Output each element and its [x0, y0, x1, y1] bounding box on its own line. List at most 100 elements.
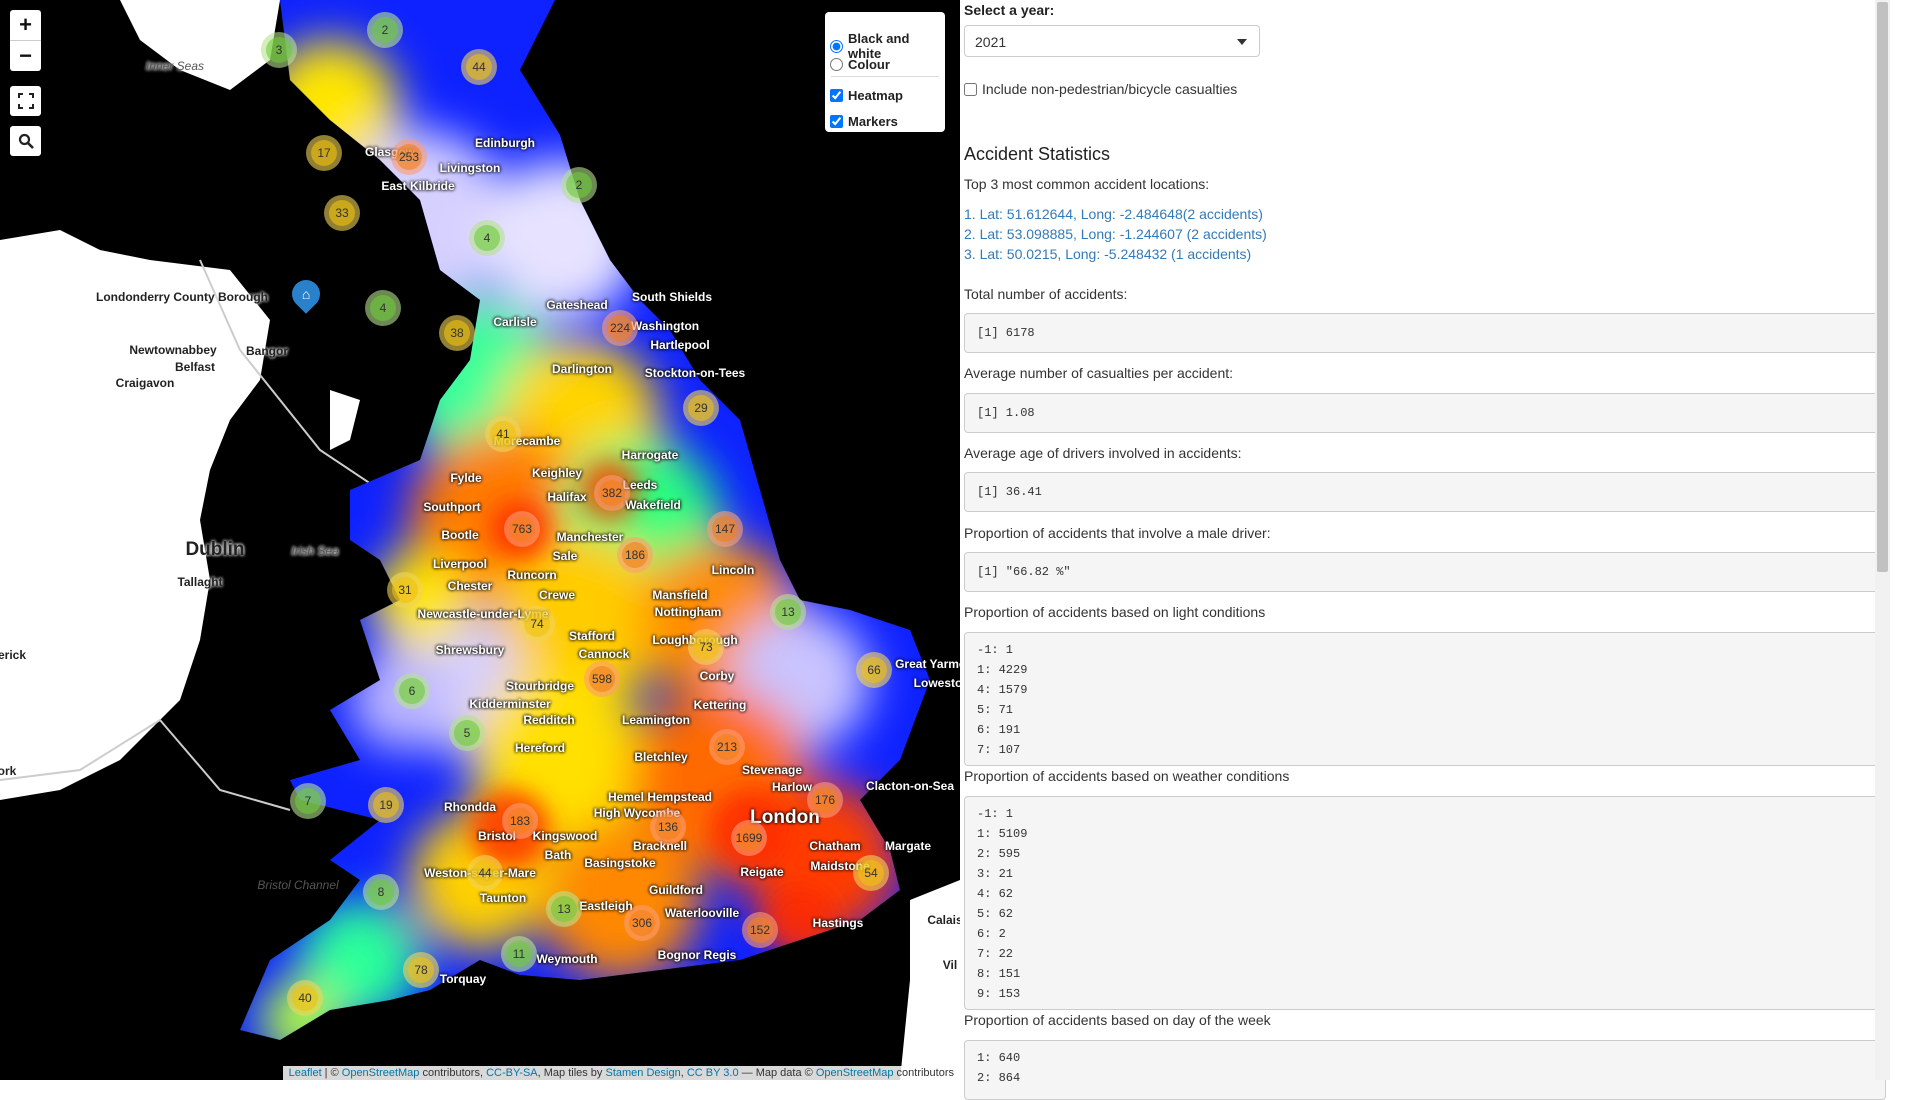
cluster-marker[interactable]: 763 [504, 511, 540, 547]
place-label: Wakefield [625, 498, 681, 512]
cluster-marker[interactable]: 8 [363, 874, 399, 910]
cluster-count: 6 [399, 678, 425, 704]
leaflet-link[interactable]: Leaflet [288, 1067, 322, 1079]
place-label: Fylde [450, 471, 482, 485]
markers-option[interactable]: Markers [830, 114, 898, 129]
cluster-marker[interactable]: 306 [624, 905, 660, 941]
top-location-link[interactable]: 1. Lat: 51.612644, Long: -2.484648(2 acc… [964, 206, 1263, 222]
cluster-marker[interactable]: 17 [306, 135, 342, 171]
cluster-marker[interactable]: 73 [688, 629, 724, 665]
cluster-marker[interactable]: 1699 [731, 820, 767, 856]
cluster-marker[interactable]: 40 [287, 980, 323, 1016]
map-panel[interactable]: Inner Seas Edinburgh Glasgow Livingston … [0, 0, 960, 1080]
isle-of-man [330, 390, 360, 450]
cluster-marker[interactable]: 224 [602, 310, 638, 346]
page-scrollbar[interactable] [1875, 0, 1890, 1080]
cluster-marker[interactable]: 13 [546, 891, 582, 927]
attribution-text: contributors, [419, 1067, 487, 1079]
cluster-marker[interactable]: 4 [469, 220, 505, 256]
include-casualties-checkbox[interactable] [964, 82, 977, 96]
output-row: 5: 62 [977, 907, 1014, 921]
cluster-marker[interactable]: 183 [502, 803, 538, 839]
scrollbar-thumb[interactable] [1877, 2, 1888, 572]
cc-by-link[interactable]: CC BY 3.0 [686, 1067, 739, 1079]
include-casualties-option[interactable]: Include non-pedestrian/bicycle casualtie… [964, 81, 1237, 97]
cluster-marker[interactable]: 5 [449, 715, 485, 751]
map-canvas[interactable] [0, 0, 960, 1080]
year-select[interactable]: 2021 [964, 25, 1260, 57]
colour-radio[interactable] [830, 58, 843, 71]
cluster-marker[interactable]: 31 [387, 572, 423, 608]
ireland-landmass [0, 230, 270, 800]
avg-casualties-value: [1] 1.08 [977, 406, 1035, 420]
zoom-control: + − [10, 10, 41, 71]
cluster-count: 598 [589, 666, 615, 692]
cluster-marker[interactable]: 147 [707, 511, 743, 547]
cluster-marker[interactable]: 598 [584, 661, 620, 697]
cluster-marker[interactable]: 253 [391, 139, 427, 175]
cluster-marker[interactable]: 13 [770, 594, 806, 630]
place-label: Londonderry County Borough [96, 290, 268, 304]
section-title: Accident Statistics [964, 144, 1111, 164]
cluster-count: 19 [373, 792, 399, 818]
top-location-link[interactable]: 2. Lat: 53.098885, Long: -1.244607 (2 ac… [964, 226, 1267, 242]
cluster-marker[interactable]: 74 [519, 606, 555, 642]
cluster-marker[interactable]: 2 [367, 12, 403, 48]
heatmap-checkbox[interactable] [830, 89, 843, 102]
cluster-marker[interactable]: 186 [617, 537, 653, 573]
osm-link[interactable]: OpenStreetMap [341, 1067, 420, 1079]
scotland-landmass [120, 0, 280, 90]
cc-by-sa-link[interactable]: CC-BY-SA [486, 1067, 538, 1079]
cluster-marker[interactable]: 44 [461, 49, 497, 85]
include-casualties-label: Include non-pedestrian/bicycle casualtie… [982, 81, 1238, 97]
cluster-marker[interactable]: 19 [368, 787, 404, 823]
cluster-marker[interactable]: 78 [403, 952, 439, 988]
cluster-marker[interactable]: 3 [261, 32, 297, 68]
avg-casualties-label: Average number of casualties per acciden… [964, 365, 1234, 381]
cluster-count: 7 [295, 788, 321, 814]
bw-option[interactable]: Black and white [830, 31, 945, 61]
output-row: 1: 5109 [977, 827, 1028, 841]
place-label: Leeds [622, 478, 658, 492]
cluster-marker[interactable]: 176 [807, 782, 843, 818]
top-location-link[interactable]: 3. Lat: 50.0215, Long: -5.248432 (1 acci… [964, 246, 1252, 262]
bw-radio[interactable] [830, 39, 843, 53]
cluster-marker[interactable]: 136 [650, 809, 686, 845]
colour-option[interactable]: Colour [830, 57, 890, 72]
place-label: Runcorn [507, 568, 557, 582]
cluster-marker[interactable]: 54 [853, 855, 889, 891]
cluster-marker[interactable]: 11 [501, 936, 537, 972]
cluster-marker[interactable]: 213 [709, 729, 745, 765]
cluster-marker[interactable]: 33 [324, 195, 360, 231]
cluster-marker[interactable]: 66 [856, 652, 892, 688]
cluster-marker[interactable]: 382 [594, 475, 630, 511]
cluster-marker[interactable]: 38 [439, 315, 475, 351]
output-row: 6: 2 [977, 927, 1006, 941]
markers-checkbox[interactable] [830, 115, 843, 128]
output-row: 7: 107 [977, 743, 1021, 757]
search-button[interactable] [10, 126, 41, 156]
cluster-marker[interactable]: 6 [394, 673, 430, 709]
output-row: -1: 1 [977, 807, 1014, 821]
cluster-count: 253 [396, 144, 422, 170]
zoom-in-button[interactable]: + [19, 12, 32, 37]
fullscreen-button[interactable] [10, 86, 41, 116]
cluster-marker[interactable]: 4 [365, 290, 401, 326]
cluster-count: 2 [566, 172, 592, 198]
heatmap-option[interactable]: Heatmap [830, 88, 903, 103]
cluster-marker[interactable]: 41 [485, 416, 521, 452]
cluster-marker[interactable]: 7 [290, 783, 326, 819]
male-driver-label: Proportion of accidents that involve a m… [964, 525, 1271, 541]
stamen-link[interactable]: Stamen Design [605, 1067, 681, 1079]
zoom-out-button[interactable]: − [10, 40, 41, 71]
place-label: Eastleigh [579, 899, 633, 913]
cluster-count: 54 [858, 860, 884, 886]
place-label: Stockton-on-Tees [644, 366, 746, 380]
output-row: 4: 62 [977, 887, 1014, 901]
cluster-marker[interactable]: 152 [742, 912, 778, 948]
cluster-marker[interactable]: 29 [683, 390, 719, 426]
cluster-count: 74 [524, 611, 550, 637]
cluster-marker[interactable]: 44 [467, 855, 503, 891]
cluster-marker[interactable]: 2 [561, 167, 597, 203]
osm-data-link[interactable]: OpenStreetMap [815, 1067, 894, 1079]
